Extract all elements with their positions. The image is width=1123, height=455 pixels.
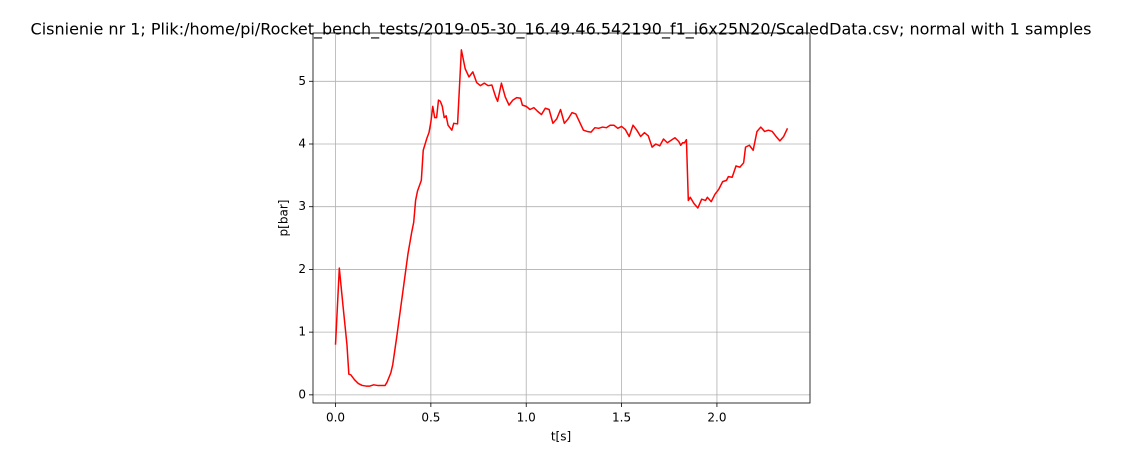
data-line <box>334 49 789 387</box>
chart-title: Cisnienie nr 1; Plik:/home/pi/Rocket_ben… <box>31 20 1092 40</box>
y-tick-label: 3 <box>298 199 306 213</box>
y-tick-label: 4 <box>298 137 306 151</box>
y-tick-label: 1 <box>298 325 306 339</box>
y-tick-label: 5 <box>298 74 306 88</box>
y-tick-label: 0 <box>298 387 306 401</box>
x-tick-label: 0.5 <box>421 411 440 425</box>
x-tick-label: 1.5 <box>612 411 631 425</box>
plot-frame <box>312 32 811 404</box>
y-axis-label: p[bar] <box>277 200 291 237</box>
y-tick-label: 2 <box>298 262 306 276</box>
x-axis-label: t[s] <box>551 430 571 444</box>
x-tick-label: 2.0 <box>707 411 726 425</box>
x-tick-label: 0.0 <box>326 411 345 425</box>
x-tick-label: 1.0 <box>517 411 536 425</box>
